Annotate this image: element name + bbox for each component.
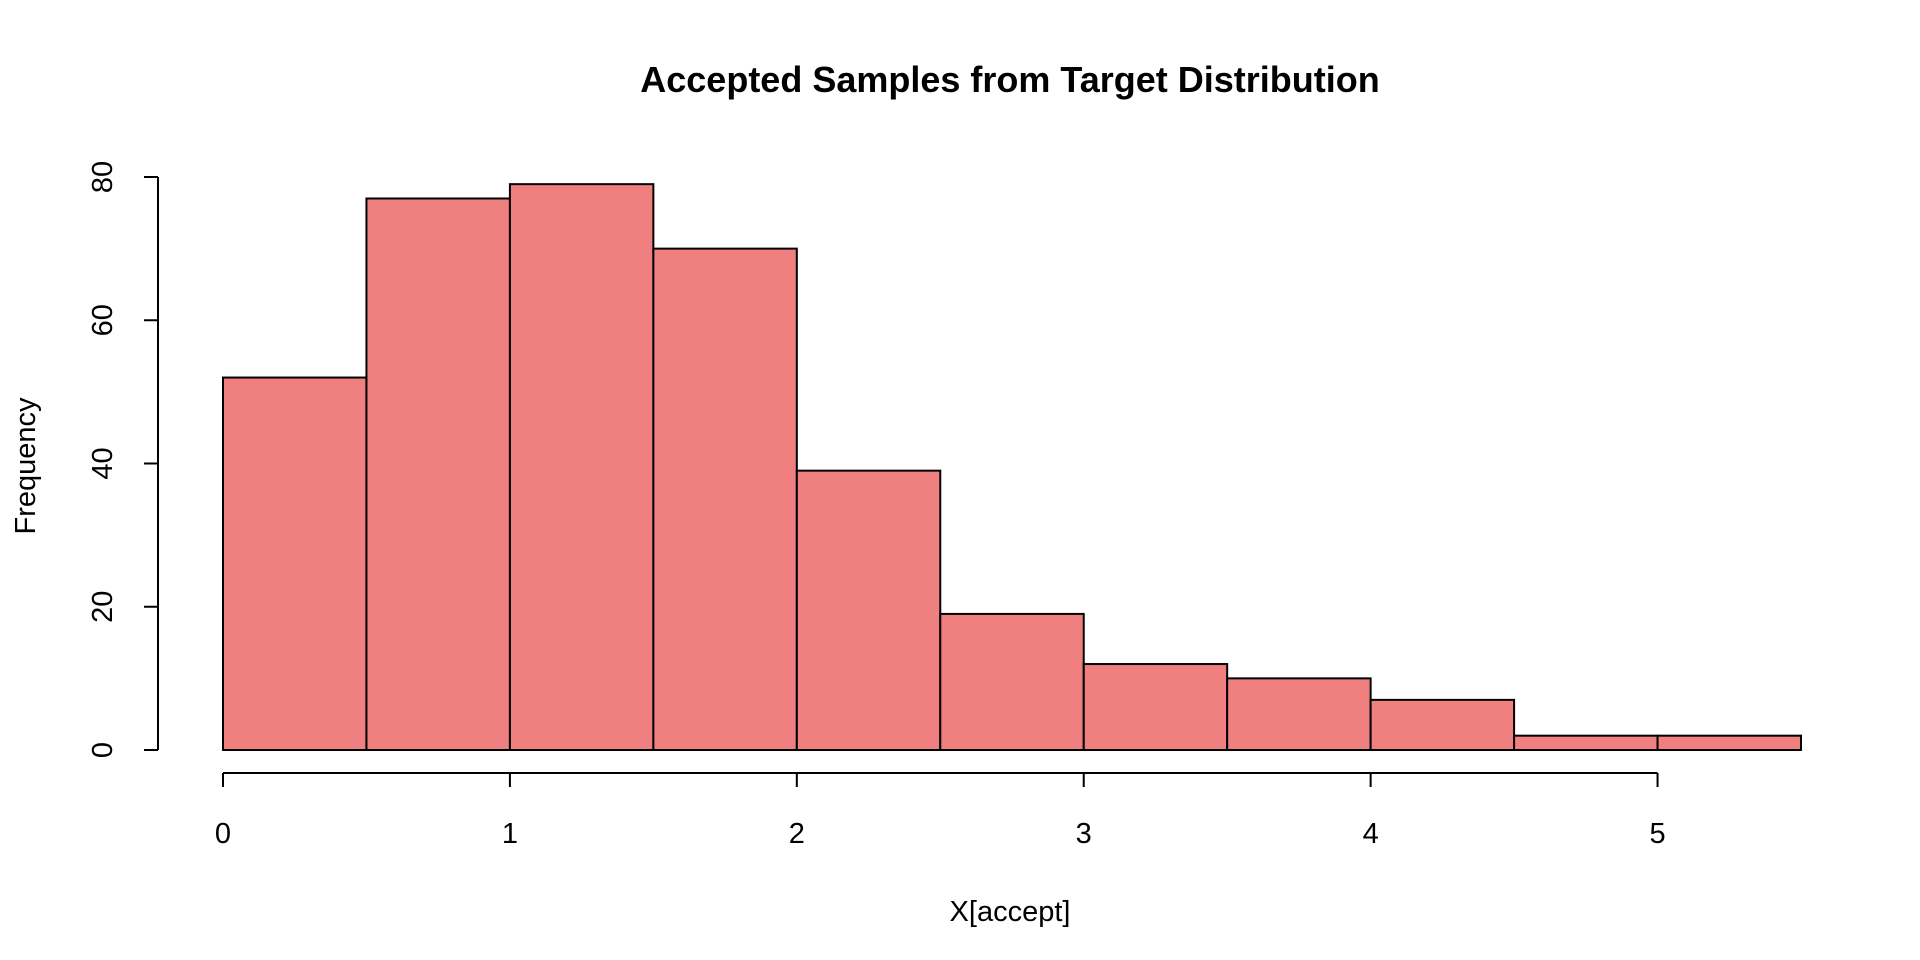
- histogram-bar: [652, 247, 798, 751]
- x-tick-label: 1: [502, 818, 518, 850]
- x-tick-label: 5: [1649, 818, 1665, 850]
- histogram-bar: [1369, 698, 1516, 751]
- y-tick-label: 20: [87, 591, 119, 623]
- histogram-bar: [508, 183, 655, 752]
- y-axis-label: Frequency: [10, 397, 42, 535]
- y-tick-label: 0: [87, 742, 119, 758]
- x-axis-label: X[accept]: [950, 896, 1071, 928]
- histogram-bar: [222, 376, 368, 751]
- histogram-bar: [1513, 734, 1659, 751]
- y-tick-label: 60: [87, 304, 119, 336]
- histogram-bar: [1082, 663, 1229, 751]
- x-axis: 0 1 2 3 4 5: [215, 772, 1666, 850]
- x-tick-label: 2: [789, 818, 805, 850]
- bars-group: [222, 183, 1802, 752]
- x-tick-label: 4: [1363, 818, 1379, 850]
- chart-title: Accepted Samples from Target Distributio…: [640, 59, 1379, 100]
- y-tick-label: 40: [87, 447, 119, 479]
- histogram-bar: [795, 469, 942, 751]
- y-axis: 0 20 40 60 80: [87, 161, 159, 758]
- x-tick-label: 3: [1076, 818, 1092, 850]
- x-tick-label: 0: [215, 818, 231, 850]
- histogram-bar: [1656, 734, 1802, 751]
- y-tick-label: 80: [87, 161, 119, 193]
- histogram-bar: [939, 612, 1085, 751]
- histogram-bar: [365, 197, 511, 752]
- histogram-bar: [1226, 677, 1372, 751]
